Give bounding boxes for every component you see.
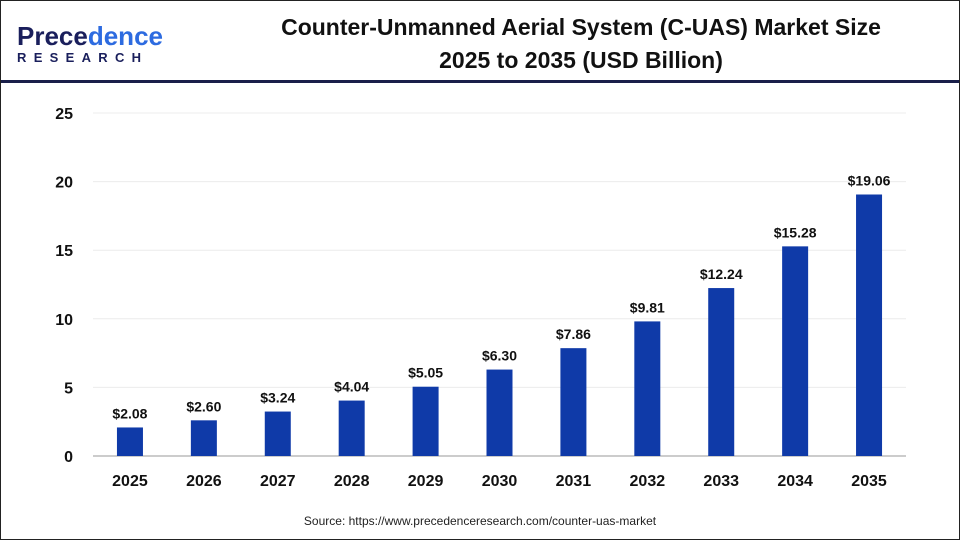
x-tick-label: 2033 — [703, 473, 739, 490]
logo-line2: RESEARCH — [17, 50, 149, 65]
chart-title: Counter-Unmanned Aerial System (C-UAS) M… — [201, 11, 959, 77]
x-tick-label: 2031 — [556, 473, 592, 490]
bar-2027 — [264, 411, 291, 456]
header-divider — [1, 80, 959, 83]
data-label: $12.24 — [700, 266, 743, 282]
data-label: $2.60 — [186, 398, 221, 414]
y-tick-label: 15 — [55, 243, 73, 260]
data-label: $7.86 — [556, 326, 591, 342]
bar-2029 — [412, 386, 439, 456]
y-tick-label: 5 — [64, 380, 73, 397]
data-label: $6.30 — [482, 348, 517, 364]
y-tick-label: 0 — [64, 449, 73, 466]
data-label: $15.28 — [774, 224, 817, 240]
y-tick-label: 10 — [55, 312, 73, 329]
title-line1: Counter-Unmanned Aerial System (C-UAS) M… — [281, 14, 881, 40]
x-tick-label: 2032 — [630, 473, 666, 490]
bar-2034 — [782, 246, 809, 456]
x-tick-label: 2035 — [851, 473, 887, 490]
x-tick-label: 2025 — [112, 473, 148, 490]
bar-2035 — [856, 194, 883, 456]
bar-2033 — [708, 288, 735, 456]
x-tick-label: 2028 — [334, 473, 370, 490]
x-tick-label: 2029 — [408, 473, 444, 490]
title-line2: 2025 to 2035 (USD Billion) — [439, 47, 723, 73]
data-label: $3.24 — [260, 390, 295, 406]
bar-2025 — [116, 427, 143, 456]
y-tick-label: 25 — [55, 106, 73, 123]
data-label: $19.06 — [848, 172, 891, 188]
data-label: $5.05 — [408, 365, 443, 381]
bar-2032 — [634, 321, 661, 456]
data-label: $9.81 — [630, 299, 665, 315]
x-tick-label: 2034 — [777, 473, 813, 490]
bar-2031 — [560, 348, 587, 456]
x-tick-label: 2027 — [260, 473, 296, 490]
bar-2030 — [486, 369, 513, 456]
source-note: Source: https://www.precedenceresearch.c… — [303, 514, 657, 528]
x-tick-label: 2030 — [482, 473, 518, 490]
bar-2026 — [190, 420, 217, 456]
y-tick-label: 20 — [55, 175, 73, 192]
logo-line1: Precedence — [17, 21, 163, 51]
data-label: $2.08 — [112, 405, 147, 421]
logo: Precedence RESEARCH — [17, 23, 163, 65]
x-tick-label: 2026 — [186, 473, 222, 490]
data-label: $4.04 — [334, 379, 369, 395]
bar-2028 — [338, 400, 365, 456]
